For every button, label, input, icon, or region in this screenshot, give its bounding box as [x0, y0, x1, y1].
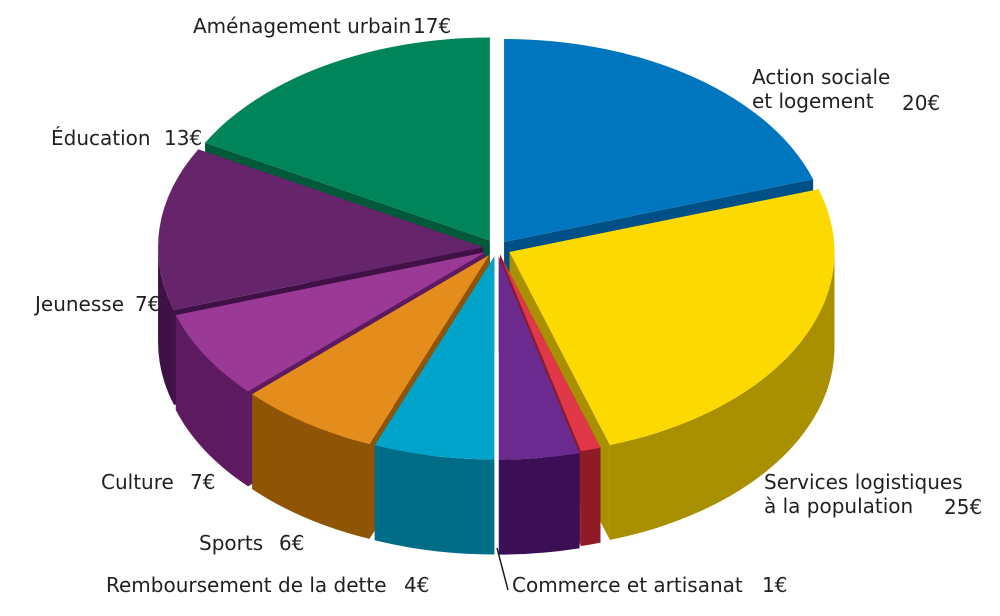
label-culture: Culture [101, 470, 174, 494]
label-education: Éducation [51, 126, 151, 150]
slice-sports [374, 256, 495, 555]
label-jeunesse: Jeunesse [33, 292, 124, 316]
slice-top-education [158, 149, 484, 310]
slice-top-amenagement-urbain [205, 37, 490, 241]
slice-top-services-logistiques-a-la-population [509, 189, 835, 446]
slice-top-sports [374, 256, 495, 460]
value-education: 13€ [164, 126, 202, 150]
slice-top-commerce-et-artisanat [500, 254, 601, 452]
label-line: Aménagement urbain [193, 14, 411, 38]
value-amenagement-urbain: 17€ [413, 14, 451, 38]
value-action-sociale-et-logement: 20€ [902, 91, 940, 115]
value-remboursement-de-la-dette: 4€ [404, 573, 429, 597]
label-line: Sports [199, 531, 263, 555]
value-services-logistiques-a-la-population: 25€ [944, 495, 982, 519]
slice-top-culture [252, 255, 490, 444]
slice-rim-services-logistiques-a-la-population [609, 251, 835, 541]
label-action-sociale-et-logement: Action sociale et logement [752, 65, 890, 113]
label-line: Action sociale [752, 65, 890, 89]
slice-rim-jeunesse [175, 315, 249, 487]
label-line: Services logistiques [764, 470, 963, 494]
label-line: Commerce et artisanat [512, 573, 743, 597]
value-commerce-et-artisanat: 1€ [762, 573, 787, 597]
label-commerce-et-artisanat: Commerce et artisanat [512, 573, 743, 597]
label-line: Jeunesse [33, 292, 124, 316]
label-services-logistiques-a-la-population: Services logistiques à la population [764, 470, 963, 518]
slice-rim-culture [252, 394, 370, 539]
slice-rim-education [158, 247, 174, 405]
value-sports: 6€ [279, 531, 304, 555]
label-sports: Sports [199, 531, 263, 555]
label-line: Éducation [51, 126, 151, 150]
slice-top-remboursement-de-la-dette [498, 256, 580, 460]
value-jeunesse: 7€ [135, 292, 160, 316]
label-amenagement-urbain: Aménagement urbain [193, 14, 411, 38]
label-line: et logement [752, 89, 874, 113]
value-culture: 7€ [190, 470, 215, 494]
leader-line-commerce-et-artisanat [496, 547, 509, 591]
slice-top-jeunesse [175, 252, 485, 392]
label-remboursement-de-la-dette: Remboursement de la dette [106, 573, 387, 597]
slice-rim-remboursement-de-la-dette [498, 453, 580, 555]
slice-remboursement-de-la-dette [498, 256, 580, 555]
label-line: à la population [764, 494, 913, 518]
slice-top-action-sociale-et-logement [504, 38, 814, 242]
label-line: Culture [101, 470, 174, 494]
label-line: Remboursement de la dette [106, 573, 387, 597]
slice-rim-sports [374, 445, 495, 555]
slice-rim-commerce-et-artisanat [580, 447, 601, 547]
